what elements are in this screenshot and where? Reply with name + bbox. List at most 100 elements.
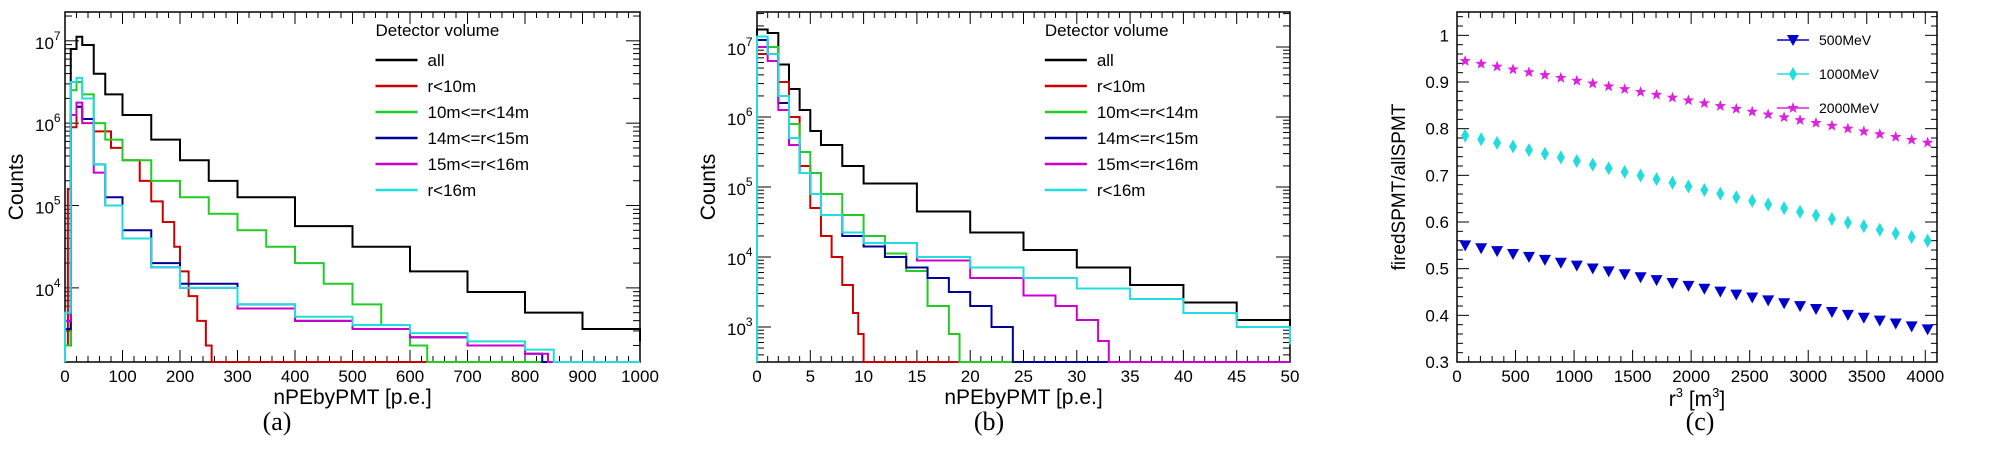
x-tick-label: 0 xyxy=(1452,367,1461,386)
y-tick-label: 0.8 xyxy=(1425,120,1449,139)
data-point-1000MeV xyxy=(1700,182,1709,197)
data-point-1000MeV xyxy=(1636,168,1645,183)
legend-label-4: 14m<=r<15m xyxy=(428,129,530,148)
x-tick-label: 40 xyxy=(1174,367,1193,386)
x-tick-label: 25 xyxy=(1014,367,1033,386)
data-point-1000MeV xyxy=(1652,172,1661,187)
chart-panel-a: 0 100 200 300 400 500 600 700 800 900 1000 104 105 10… xyxy=(5,11,659,409)
x-tick-label: 1500 xyxy=(1614,367,1652,386)
data-point-500MeV xyxy=(1714,286,1727,298)
data-point-2000MeV xyxy=(1682,94,1695,106)
caption-c: (c) xyxy=(1686,407,1715,436)
data-point-1000MeV xyxy=(1812,208,1821,223)
legend-label-2: r<10m xyxy=(1097,77,1146,96)
data-point-2000MeV xyxy=(1666,91,1679,103)
legend-label-1: all xyxy=(1097,51,1114,70)
data-point-500MeV xyxy=(1730,289,1743,301)
legend-label-5: 15m<=r<16m xyxy=(1097,155,1199,174)
series-line-2 xyxy=(756,46,1290,363)
data-point-2000MeV xyxy=(1714,100,1727,111)
data-point-2000MeV xyxy=(1475,57,1487,69)
data-point-500MeV xyxy=(1618,269,1631,281)
series-line-5 xyxy=(756,46,1290,363)
data-point-2000MeV xyxy=(1634,85,1647,97)
x-tick-label: 20 xyxy=(961,367,980,386)
data-point-2000MeV xyxy=(1571,74,1583,86)
data-point-1000MeV xyxy=(1509,139,1518,154)
legend-marker-500MeV xyxy=(1787,35,1799,46)
data-point-500MeV xyxy=(1905,321,1918,333)
legend-title: Detector volume xyxy=(1045,21,1169,40)
y-tick-label: 107 xyxy=(727,35,753,59)
legend-marker-1000MeV xyxy=(1789,67,1797,81)
data-point-2000MeV xyxy=(1858,125,1870,137)
data-point-2000MeV xyxy=(1810,116,1822,128)
data-point-500MeV xyxy=(1778,298,1791,310)
data-point-1000MeV xyxy=(1907,230,1916,245)
data-point-1000MeV xyxy=(1748,193,1757,208)
data-point-1000MeV xyxy=(1780,201,1789,216)
data-point-1000MeV xyxy=(1604,161,1613,176)
legend-title: Detector volume xyxy=(376,21,500,40)
legend-label-1: all xyxy=(428,51,445,70)
legend-label-3: 10m<=r<14m xyxy=(1097,103,1199,122)
x-tick-label: 5 xyxy=(806,367,815,386)
y-tick-label: 106 xyxy=(727,105,753,129)
legend-label-3: 10m<=r<14m xyxy=(428,103,530,122)
y-tick-label: 105 xyxy=(35,194,61,218)
data-point-1000MeV xyxy=(1684,179,1693,194)
x-tick-label: 50 xyxy=(1281,367,1300,386)
data-point-2000MeV xyxy=(1778,111,1790,123)
data-point-2000MeV xyxy=(1650,88,1663,100)
y-axis-label: Counts xyxy=(5,154,28,221)
x-tick-label: 500 xyxy=(338,367,366,386)
data-point-1000MeV xyxy=(1796,204,1805,219)
legend-label-500MeV: 500MeV xyxy=(1819,32,1872,48)
data-point-1000MeV xyxy=(1572,154,1581,169)
data-point-500MeV xyxy=(1586,263,1599,275)
y-tick-label: 0.4 xyxy=(1425,306,1449,325)
data-point-500MeV xyxy=(1810,304,1823,316)
data-point-1000MeV xyxy=(1875,222,1884,237)
x-tick-label: 3000 xyxy=(1789,367,1827,386)
data-point-500MeV xyxy=(1857,312,1870,324)
x-tick-label: 35 xyxy=(1121,367,1140,386)
data-point-1000MeV xyxy=(1827,211,1836,226)
x-tick-label: 400 xyxy=(281,367,309,386)
x-tick-label: 45 xyxy=(1227,367,1246,386)
data-point-500MeV xyxy=(1570,260,1583,272)
data-point-2000MeV xyxy=(1507,63,1519,75)
data-point-500MeV xyxy=(1554,257,1567,269)
x-tick-label: 3500 xyxy=(1848,367,1886,386)
data-point-500MeV xyxy=(1507,249,1520,261)
data-point-1000MeV xyxy=(1843,215,1852,230)
series-line-6 xyxy=(756,35,1291,362)
data-point-2000MeV xyxy=(1539,69,1551,80)
data-point-500MeV xyxy=(1889,318,1902,330)
x-tick-label: 800 xyxy=(511,367,539,386)
y-tick-label: 0.5 xyxy=(1425,260,1449,279)
data-point-500MeV xyxy=(1666,277,1679,289)
data-point-500MeV xyxy=(1491,246,1504,258)
x-tick-label: 4000 xyxy=(1906,367,1944,386)
data-point-500MeV xyxy=(1794,301,1807,313)
x-tick-label: 30 xyxy=(1067,367,1086,386)
data-point-500MeV xyxy=(1873,315,1886,327)
data-point-2000MeV xyxy=(1618,83,1631,95)
data-point-1000MeV xyxy=(1891,226,1900,241)
data-point-2000MeV xyxy=(1555,71,1567,83)
data-point-1000MeV xyxy=(1668,175,1677,190)
x-tick-label: 2500 xyxy=(1731,367,1769,386)
series-line-1 xyxy=(64,35,641,362)
x-tick-label: 200 xyxy=(166,367,194,386)
data-point-2000MeV xyxy=(1905,133,1918,145)
data-point-2000MeV xyxy=(1746,105,1758,117)
data-point-500MeV xyxy=(1475,243,1488,255)
x-tick-label: 300 xyxy=(223,367,251,386)
data-point-1000MeV xyxy=(1764,197,1773,212)
data-point-2000MeV xyxy=(1890,131,1902,142)
data-point-500MeV xyxy=(1602,266,1615,278)
y-tick-label: 0.7 xyxy=(1425,166,1449,185)
y-tick-label: 104 xyxy=(727,245,753,269)
x-tick-label: 0 xyxy=(752,367,761,386)
